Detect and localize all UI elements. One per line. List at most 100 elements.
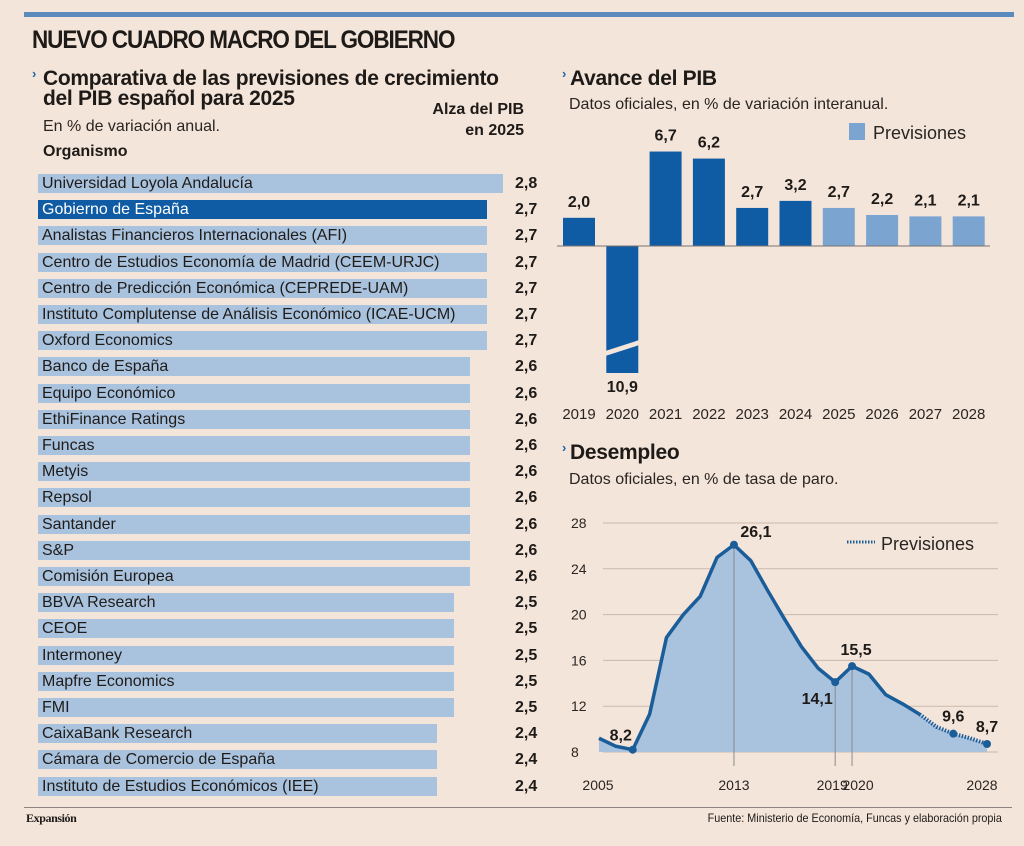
pib-year-label: 2027 [909,406,942,423]
list-bar [38,619,454,639]
list-bar [38,409,470,429]
growth-value: 2,5 [515,672,538,690]
list-bar [38,776,437,796]
growth-value: 2,6 [515,437,538,454]
organism-name: Instituto de Estudios Económicos (IEE) [42,777,319,795]
pib-value-label: 2,1 [914,192,936,209]
organism-name: Analistas Financieros Internacionales (A… [42,227,348,245]
pib-value-label: 2,7 [741,184,763,201]
organism-name: Metyis [42,463,89,481]
organism-name: S&P [42,541,75,559]
y-tick-label: 28 [571,515,587,531]
pib-bar [563,217,595,246]
data-point [729,540,738,549]
growth-value: 2,6 [515,410,538,428]
pib-year-label: 2019 [562,406,595,423]
growth-value: 2,7 [515,279,538,297]
list-bar [38,671,454,691]
list-bar [38,174,503,193]
data-point-label: 8,2 [610,728,632,745]
pib-value-label: 2,0 [568,194,590,211]
left-title-line2: del PIB español para 2025 [43,87,295,110]
legend-label: Previsiones [873,123,966,143]
organism-name: Banco de España [42,358,169,376]
source-note: Fuente: Ministerio de Economía, Funcas y… [707,811,1002,825]
pib-value-label: 6,2 [698,135,720,152]
pib-subtitle: Datos oficiales, en % de variación inter… [569,96,889,113]
pib-year-label: 2021 [649,406,682,423]
growth-value: 2,6 [515,541,538,559]
x-tick-label: 2019 [817,777,848,793]
organism-name: Centro de Predicción Económica (CEPREDE-… [42,279,409,297]
list-bar [38,488,470,508]
legend-label: Previsiones [881,534,974,554]
pib-bar [606,246,639,373]
pib-year-label: 2024 [779,406,812,423]
growth-value: 2,7 [515,306,538,323]
pib-bar [822,207,855,246]
list-bar [38,724,437,744]
pib-year-label: 2020 [606,406,639,423]
growth-value: 2,6 [515,463,538,481]
pib-bar [779,200,812,246]
data-point-label: 14,1 [802,691,833,708]
organism-name: Equipo Económico [42,384,176,402]
list-bar [38,698,454,717]
list-bar [38,750,437,770]
list-bar [38,593,454,613]
organism-name: Centro de Estudios Economía de Madrid (C… [42,253,440,271]
pib-value-label: 10,9 [607,379,638,396]
pib-bar [736,207,769,246]
growth-value: 2,7 [515,332,538,350]
pib-year-label: 2022 [692,406,725,423]
pib-bar [692,158,725,246]
pib-year-label: 2023 [736,406,769,423]
growth-value: 2,7 [515,201,538,219]
pib-title: Avance del PIB [570,67,717,90]
list-bar [38,305,487,324]
data-point-label: 15,5 [840,642,871,659]
paro-subtitle: Datos oficiales, en % de tasa de paro. [569,471,839,488]
list-bar [38,514,470,534]
growth-value: 2,5 [515,699,538,716]
legend-swatch [849,123,865,140]
pib-value-label: 6,7 [654,128,676,145]
growth-value: 2,4 [515,777,538,795]
organism-name: EthiFinance Ratings [42,410,186,428]
organism-name: Comisión Europea [42,568,174,585]
chevron-right-icon: › [32,66,37,81]
list-bar [38,357,470,377]
column-header-value-line2: en 2025 [465,122,524,139]
column-header-organismo: Organismo [43,143,128,160]
growth-value: 2,7 [515,253,538,271]
left-title-line1: Comparativa de las previsiones de crecim… [43,67,499,90]
list-bar [38,252,487,272]
y-tick-label: 8 [571,744,579,760]
axis-break-mark [605,340,640,356]
y-tick-label: 16 [571,652,587,668]
list-bar [38,200,487,220]
organism-name: BBVA Research [42,594,156,612]
pib-year-label: 2025 [822,406,855,423]
growth-value: 2,5 [515,620,538,638]
pib-value-label: 2,1 [958,192,980,209]
list-bar [38,567,470,586]
data-point [848,662,857,671]
unemployment-area [599,544,988,752]
x-tick-label: 2020 [842,777,873,793]
data-point [983,739,992,748]
pib-year-label: 2026 [865,406,898,423]
organism-name: Mapfre Economics [42,672,175,690]
list-bar [38,540,470,560]
y-tick-label: 24 [571,561,587,577]
pib-bar [649,151,682,246]
organism-name: Instituto Complutense de Análisis Económ… [42,306,456,323]
y-tick-label: 20 [571,607,587,623]
x-tick-label: 2013 [718,777,749,793]
growth-value: 2,6 [515,568,538,585]
organism-name: Santander [42,515,116,533]
x-tick-label: 2028 [966,777,997,793]
list-bar [38,331,487,351]
pib-bar [952,216,985,246]
page-title: NUEVO CUADRO MACRO DEL GOBIERNO [32,26,455,54]
